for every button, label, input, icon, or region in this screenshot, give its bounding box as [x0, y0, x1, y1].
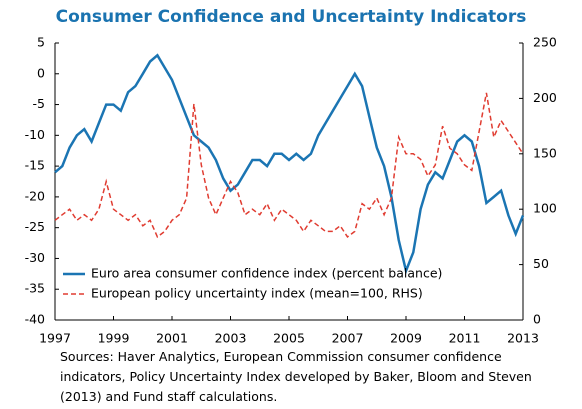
x-tick-label: 2011 [449, 331, 481, 346]
y2-tick-label: 250 [533, 35, 557, 50]
x-tick-label: 2003 [215, 331, 247, 346]
x-tick-label: 2005 [273, 331, 305, 346]
legend-label: European policy uncertainty index (mean=… [91, 286, 423, 301]
series-line [54, 92, 524, 239]
y-tick-label: -5 [33, 96, 45, 111]
series-line [54, 53, 525, 275]
y2-tick-label: 0 [533, 312, 541, 327]
y-tick-label: -25 [25, 219, 45, 234]
source-note: Sources: Haver Analytics, European Commi… [60, 349, 532, 404]
x-tick-label: 2009 [390, 331, 422, 346]
y-tick-label: -10 [25, 127, 45, 142]
y2-tick-label: 150 [533, 145, 557, 160]
x-tick-label: 1999 [98, 331, 130, 346]
y-tick-label: -40 [25, 312, 45, 327]
y2-tick-label: 100 [533, 201, 557, 216]
y-tick-label: -35 [25, 281, 45, 296]
y-tick-label: -15 [25, 158, 45, 173]
y-tick-label: -20 [25, 188, 45, 203]
x-tick-label: 1997 [39, 331, 71, 346]
x-tick-label: 2007 [332, 331, 364, 346]
y-tick-label: 0 [37, 65, 45, 80]
legend-label: Euro area consumer confidence index (per… [91, 266, 442, 281]
y2-tick-label: 200 [533, 90, 557, 105]
y2-tick-label: 50 [533, 256, 549, 271]
chart-title: Consumer Confidence and Uncertainty Indi… [56, 7, 527, 27]
x-tick-label: 2013 [507, 331, 539, 346]
y-tick-label: -30 [25, 250, 45, 265]
y-tick-label: 5 [37, 35, 45, 50]
x-tick-label: 2001 [156, 331, 188, 346]
